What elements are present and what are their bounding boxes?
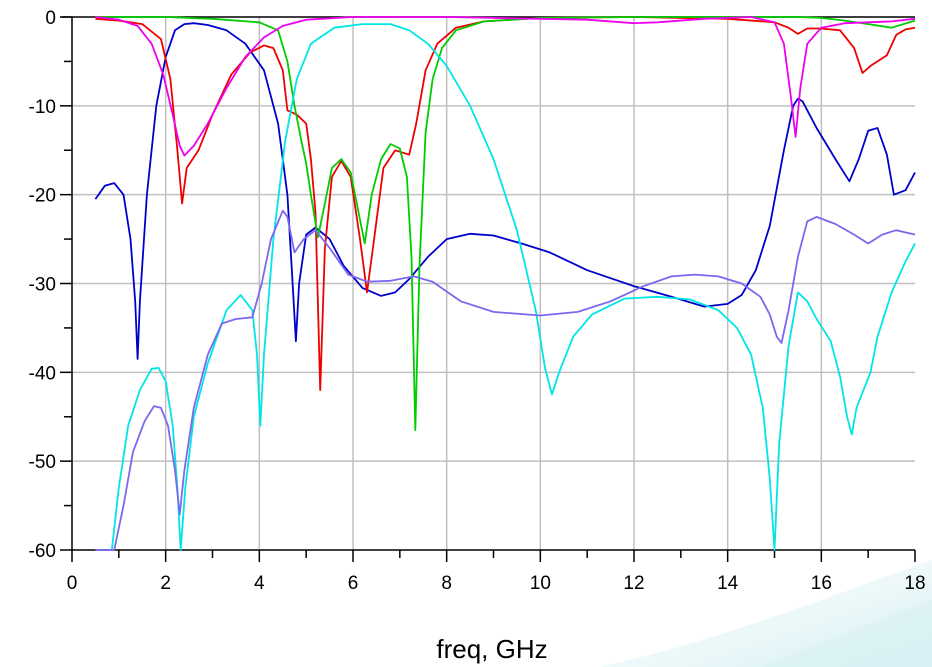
series-line-6	[95, 209, 916, 551]
y-tick-label: -10	[29, 97, 56, 118]
grid-lines	[72, 17, 915, 550]
y-tick-label: -30	[29, 275, 56, 296]
x-tick-label: 0	[67, 573, 78, 594]
x-tick-label: 2	[160, 573, 171, 594]
y-tick-label: -20	[29, 186, 56, 207]
tick-labels: 0 2 4 6 8 10 12 14 16 18 0 -10 -20 -30 -40 -50 -60	[29, 8, 926, 594]
x-tick-label: 18	[904, 573, 925, 594]
y-tick-label: -60	[29, 541, 56, 562]
x-tick-label: 16	[811, 573, 832, 594]
y-tick-label: -40	[29, 363, 56, 384]
axes	[60, 16, 916, 562]
y-tick-label: 0	[45, 8, 56, 29]
series-line-3	[95, 16, 916, 431]
y-tick-label: -50	[29, 452, 56, 473]
x-tick-label: 10	[530, 573, 551, 594]
x-axis-label: freq, GHz	[436, 634, 547, 664]
series-line-2	[95, 16, 916, 391]
series-line-5	[110, 23, 916, 551]
series-layer	[94, 16, 916, 551]
series-line-1	[94, 22, 916, 360]
x-tick-label: 4	[254, 573, 265, 594]
x-tick-label: 6	[348, 573, 359, 594]
x-tick-label: 8	[441, 573, 452, 594]
x-tick-label: 14	[717, 573, 739, 594]
x-tick-label: 12	[623, 573, 644, 594]
series-line-4	[95, 16, 916, 157]
